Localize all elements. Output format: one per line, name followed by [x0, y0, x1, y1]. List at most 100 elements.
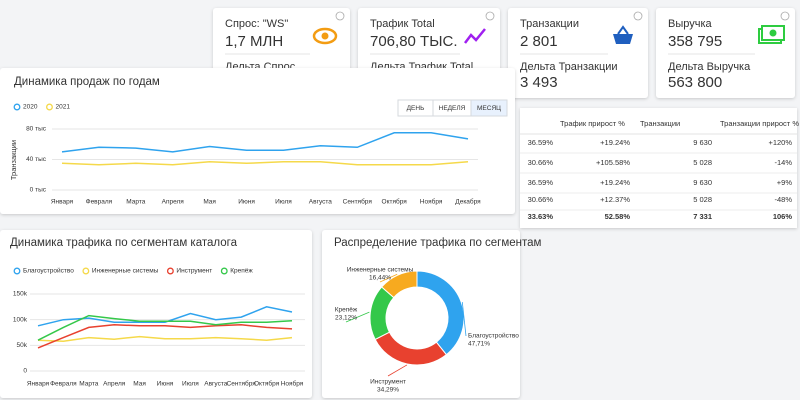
legend-marker	[220, 267, 228, 275]
table-cell: 5 028	[693, 195, 712, 204]
table-cell: 30.66%	[528, 158, 554, 167]
donut-label: Благоустройство	[468, 332, 519, 340]
x-tick-label: Апреля	[103, 381, 126, 388]
table-header: Транзакции прирост %	[720, 119, 799, 128]
legend-marker	[82, 267, 90, 275]
table-cell: 30.66%	[528, 195, 554, 204]
y-axis-title: Транзакции	[9, 140, 18, 180]
card-delta-value: 563 800	[668, 74, 722, 91]
table-cell: 5 028	[693, 158, 712, 167]
table-cell: 36.59%	[528, 138, 554, 147]
y-tick-label: 80 тыс	[26, 126, 47, 133]
info-icon	[780, 11, 790, 21]
panel	[0, 230, 312, 398]
card-value: 1,7 МЛН	[225, 33, 283, 50]
x-tick-label: Января	[27, 381, 50, 388]
donut-value-label: 16,44%	[369, 275, 391, 282]
table-total: 106%	[773, 212, 793, 221]
table-cell: +19.24%	[600, 138, 630, 147]
leader-line	[345, 311, 370, 323]
table-header: Транзакции	[640, 119, 680, 128]
card-title: Спрос: "WS"	[225, 18, 288, 30]
period-button[interactable]	[470, 99, 508, 117]
info-icon	[335, 11, 345, 21]
period-button-label[interactable]: МЕСЯЦ	[477, 105, 501, 112]
x-tick-label: Ноября	[281, 380, 304, 388]
table-total: 52.58%	[605, 212, 631, 221]
table-header: Трафик прирост %	[560, 119, 625, 128]
line-series	[37, 314, 293, 341]
table-cell: +105.58%	[596, 158, 630, 167]
period-button-label[interactable]: ДЕНЬ	[407, 105, 425, 112]
x-tick-label: Декабря	[455, 198, 481, 206]
line-series	[37, 335, 293, 342]
x-tick-label: Января	[51, 199, 74, 206]
y-tick-label: 0 тыс	[30, 187, 47, 194]
legend-label: Инженерные системы	[92, 268, 159, 275]
card-delta-label: Дельта Транзакции	[520, 61, 618, 73]
y-tick-label: 0	[23, 368, 27, 375]
legend-marker	[13, 267, 21, 275]
card-delta-label: Дельта Выручка	[668, 61, 751, 73]
chart-title: Динамика продаж по годам	[14, 76, 160, 88]
x-tick-label: Сентября	[227, 380, 257, 388]
table-cell: 9 630	[693, 178, 712, 187]
x-tick-label: Мая	[203, 199, 216, 206]
info-icon	[485, 11, 495, 21]
panel	[322, 230, 520, 398]
table-total: 33.63%	[528, 212, 554, 221]
period-button-label[interactable]: НЕДЕЛЯ	[439, 105, 466, 112]
icon	[617, 25, 629, 35]
kpi-card	[508, 8, 648, 98]
icon	[312, 27, 338, 45]
x-tick-label: Июля	[182, 381, 199, 388]
legend-marker	[166, 267, 174, 275]
line-series	[37, 306, 293, 327]
x-tick-label: Августа	[309, 199, 332, 206]
y-tick-label: 50k	[17, 342, 28, 349]
table-cell: +120%	[768, 138, 792, 147]
x-tick-label: Июня	[238, 199, 255, 206]
card-delta-value: 3 493	[520, 74, 558, 91]
icon	[321, 32, 329, 40]
legend-label: Инструмент	[176, 268, 212, 275]
x-tick-label: Ноября	[420, 198, 443, 206]
y-tick-label: 100k	[13, 316, 28, 323]
table-cell: 9 630	[693, 138, 712, 147]
line-series	[61, 161, 469, 166]
panel	[0, 68, 515, 214]
legend-label: Благоустройство	[23, 267, 74, 275]
legend-label: Крепёж	[230, 268, 253, 275]
table-cell: -48%	[774, 195, 792, 204]
x-tick-label: Апреля	[162, 199, 185, 206]
x-tick-label: Октября	[382, 198, 408, 206]
table-cell: +12.37%	[600, 195, 630, 204]
donut-label: Инженерные системы	[347, 267, 414, 274]
line-series	[37, 324, 293, 349]
donut-value-label: 47,71%	[468, 341, 490, 348]
table-cell: 36.59%	[528, 178, 554, 187]
leader-line	[387, 364, 408, 377]
card-title: Трафик Total	[370, 18, 435, 30]
legend-label: 2021	[55, 104, 70, 111]
donut-label: Крепёж	[335, 307, 358, 314]
x-tick-label: Мая	[133, 381, 146, 388]
info-icon	[633, 11, 643, 21]
table-cell: -14%	[774, 158, 792, 167]
leader-line	[379, 273, 398, 283]
x-tick-label: Октября	[254, 380, 280, 388]
card-value: 706,80 ТЫС.	[370, 33, 458, 50]
card-value: 358 795	[668, 33, 722, 50]
x-tick-label: Февраля	[50, 381, 77, 388]
icon	[613, 34, 633, 44]
y-tick-label: 40 тыс	[26, 156, 47, 163]
donut-value-label: 23,12%	[335, 315, 357, 322]
legend-marker	[13, 103, 21, 111]
x-tick-label: Сентября	[343, 198, 373, 206]
icon	[464, 28, 486, 44]
x-tick-label: Февраля	[86, 199, 113, 206]
line-series	[61, 132, 469, 153]
x-tick-label: Марта	[126, 199, 145, 206]
leader-line	[461, 302, 467, 337]
